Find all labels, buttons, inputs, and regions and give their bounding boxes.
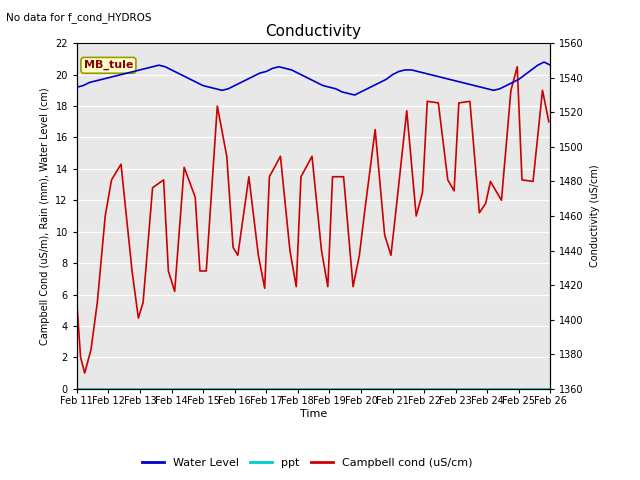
Y-axis label: Conductivity (uS/cm): Conductivity (uS/cm) bbox=[589, 165, 600, 267]
Legend: Water Level, ppt, Campbell cond (uS/cm): Water Level, ppt, Campbell cond (uS/cm) bbox=[138, 453, 477, 472]
Text: No data for f_cond_HYDROS: No data for f_cond_HYDROS bbox=[6, 12, 152, 23]
Text: MB_tule: MB_tule bbox=[84, 60, 133, 71]
Title: Conductivity: Conductivity bbox=[266, 24, 362, 39]
Y-axis label: Campbell Cond (uS/m), Rain (mm), Water Level (cm): Campbell Cond (uS/m), Rain (mm), Water L… bbox=[40, 87, 50, 345]
X-axis label: Time: Time bbox=[300, 408, 327, 419]
